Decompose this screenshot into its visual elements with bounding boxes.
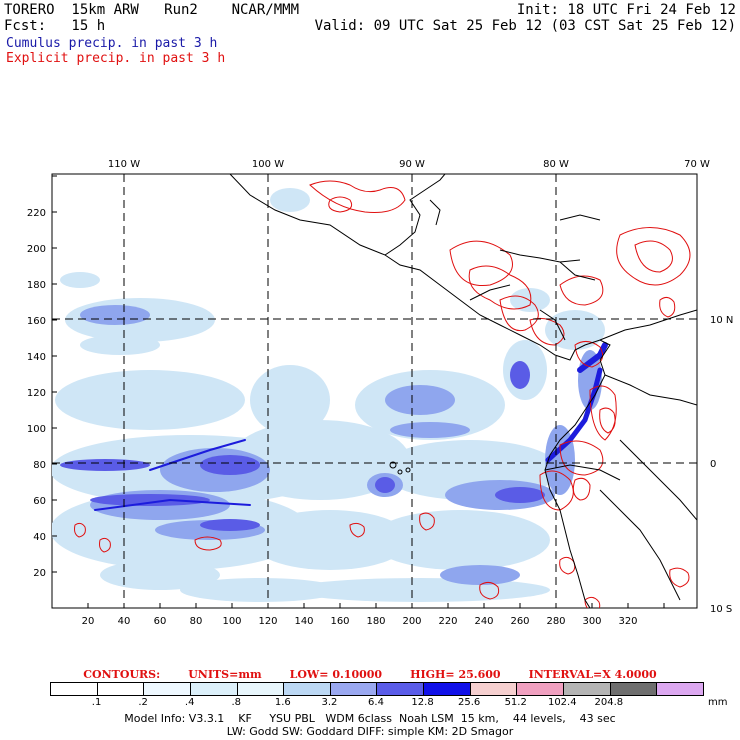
explicit-label: Explicit precip. in past 3 h [6, 51, 226, 66]
colorbar-cell [190, 683, 238, 695]
explicit-precip-contours [74, 180, 691, 608]
colorbar-cell [330, 683, 378, 695]
x-tick-label: 300 [582, 616, 601, 627]
colorbar-labels: .1 .2 .4 .8 1.6 3.2 6.4 12.8 25.6 51.2 102.4 204.8 [50, 697, 702, 709]
x-tick-label: 100 [222, 616, 241, 627]
y-tick-labels: 20 40 60 80 100 120 140 160 180 200 220 [27, 208, 46, 579]
model-info-line2: LW: Godd SW: Goddard DIFF: simple KM: 2D… [226, 725, 514, 738]
colorbar-cell [517, 683, 565, 695]
colorbar-label: 1.6 [274, 697, 291, 708]
latitude-labels: 10 N 0 10 S [710, 315, 733, 615]
colorbar-label: 102.4 [547, 697, 577, 708]
colorbar-cell [564, 683, 611, 695]
contours-high: HIGH= 25.600 [410, 668, 501, 681]
colorbar-cell [610, 683, 658, 695]
colorbar-cell [424, 683, 471, 695]
cumulus-label: Cumulus precip. in past 3 h [6, 36, 218, 51]
y-tick-label: 60 [33, 496, 46, 507]
lon-label: 100 W [252, 159, 284, 170]
model-info-line1: Model Info: V3.3.1 KF YSU PBL WDM 6class… [124, 712, 616, 725]
lon-label: 80 W [543, 159, 569, 170]
x-tick-label: 80 [190, 616, 203, 627]
colorbar-unit: mm [708, 697, 728, 708]
lat-label: 0 [710, 459, 716, 470]
colorbar-label: .4 [184, 697, 195, 708]
contours-low: LOW= 0.10000 [289, 668, 383, 681]
colorbar-cell [284, 683, 331, 695]
colorbar-label: .2 [138, 697, 148, 708]
colorbar-cell [657, 683, 703, 695]
colorbar-cell [470, 683, 518, 695]
contours-interval: INTERVAL=X 4.0000 [528, 668, 657, 681]
y-tick-label: 160 [27, 316, 46, 327]
x-tick-label: 200 [402, 616, 421, 627]
y-tick-label: 200 [27, 244, 46, 255]
x-tick-label: 260 [510, 616, 529, 627]
colorbar [50, 682, 704, 696]
y-tick-label: 120 [27, 388, 46, 399]
colorbar-label: 25.6 [458, 697, 481, 708]
y-tick-label: 100 [27, 424, 46, 435]
model-title: TORERO 15km ARW Run2 NCAR/MMM [4, 2, 300, 18]
lon-label: 70 W [684, 159, 710, 170]
colorbar-label: .8 [231, 697, 242, 708]
lat-label: 10 N [710, 315, 733, 326]
y-tick-label: 20 [33, 568, 46, 579]
colorbar-cell [97, 683, 145, 695]
colorbar-label: 3.2 [321, 697, 338, 708]
axis-ticks [52, 175, 665, 608]
x-tick-label: 240 [474, 616, 493, 627]
contours-units: UNITS=mm [188, 668, 262, 681]
x-tick-label: 20 [82, 616, 95, 627]
lon-label: 110 W [108, 159, 140, 170]
y-tick-label: 80 [33, 460, 46, 471]
x-tick-label: 40 [118, 616, 131, 627]
contours-info: CONTOURS: UNITS=mm LOW= 0.10000 HIGH= 25.60… [0, 668, 740, 681]
y-tick-label: 140 [27, 352, 46, 363]
x-tick-label: 160 [330, 616, 349, 627]
x-tick-label: 320 [618, 616, 637, 627]
contours-label: CONTOURS: [83, 668, 161, 681]
colorbar-label: 51.2 [504, 697, 527, 708]
colorbar-cell [144, 683, 191, 695]
lat-label: 10 S [710, 604, 732, 615]
x-tick-label: 180 [366, 616, 385, 627]
colorbar-cell [51, 683, 98, 695]
colorbar-label: 12.8 [411, 697, 434, 708]
x-tick-label: 120 [258, 616, 277, 627]
y-tick-label: 180 [27, 280, 46, 291]
colorbar-cell [377, 683, 425, 695]
x-tick-labels: 20 40 60 80 100 120 140 160 180 200 220 … [82, 616, 638, 627]
graticule [52, 174, 697, 608]
y-tick-label: 220 [27, 208, 46, 219]
colorbar-label: 6.4 [368, 697, 384, 708]
forecast-hour: Fcst: 15 h [4, 18, 106, 34]
x-tick-label: 60 [154, 616, 167, 627]
colorbar-label: .1 [91, 697, 102, 708]
x-tick-label: 220 [438, 616, 457, 627]
init-time: Init: 18 UTC Fri 24 Feb 12 [516, 2, 736, 18]
cumulus-precip-dark [60, 361, 545, 531]
colorbar-label: 204.8 [594, 697, 624, 708]
lon-label: 90 W [399, 159, 425, 170]
colorbar-cell [237, 683, 285, 695]
coastlines [229, 174, 697, 608]
x-tick-label: 280 [546, 616, 565, 627]
longitude-labels: 110 W 100 W 90 W 80 W 70 W [108, 159, 710, 170]
y-tick-label: 40 [33, 532, 46, 543]
x-tick-label: 140 [294, 616, 313, 627]
valid-time: Valid: 09 UTC Sat 25 Feb 12 (03 CST Sat … [314, 18, 736, 34]
